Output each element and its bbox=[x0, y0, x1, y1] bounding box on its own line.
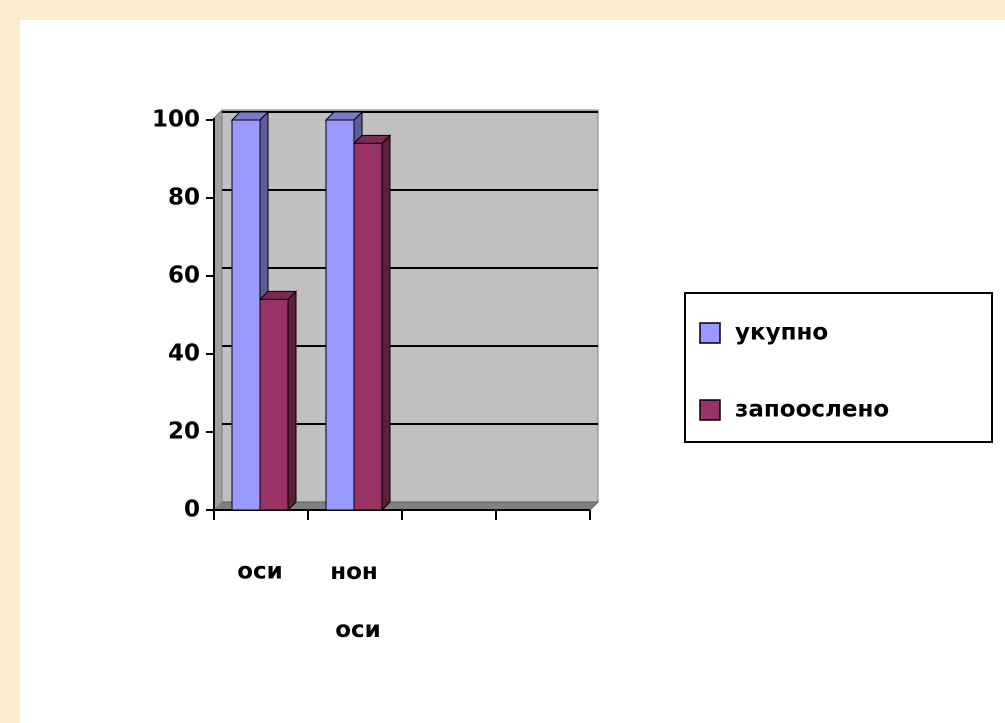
bar-side bbox=[381, 134, 391, 512]
y-tick-label: 40 bbox=[168, 341, 200, 367]
y-tick-label: 0 bbox=[184, 497, 200, 523]
y-tick-label: 80 bbox=[168, 185, 200, 211]
bar-front bbox=[325, 119, 355, 511]
bar-front bbox=[353, 142, 383, 511]
legend-label: укупно bbox=[735, 320, 828, 346]
bar bbox=[352, 134, 392, 512]
side-wall bbox=[213, 108, 223, 512]
legend-swatch bbox=[699, 322, 721, 344]
x-tick-label: нон оси bbox=[327, 559, 381, 643]
y-tick-label: 100 bbox=[152, 107, 200, 133]
bar bbox=[258, 290, 298, 512]
legend-box bbox=[684, 292, 993, 443]
bar-front bbox=[231, 119, 261, 511]
bar-front bbox=[259, 298, 289, 511]
x-tick-label: оси bbox=[237, 559, 283, 585]
legend-swatch bbox=[699, 399, 721, 421]
y-tick-label: 20 bbox=[168, 419, 200, 445]
bar-side bbox=[287, 290, 297, 512]
legend-label: запоослено bbox=[735, 397, 889, 423]
y-tick-label: 60 bbox=[168, 263, 200, 289]
